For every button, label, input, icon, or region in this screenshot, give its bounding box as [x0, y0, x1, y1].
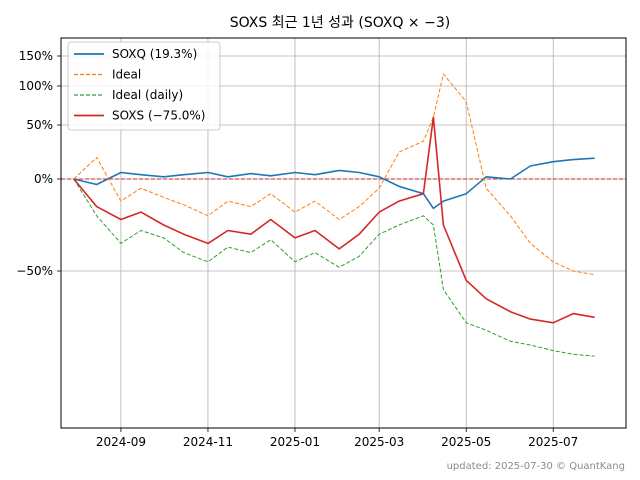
legend-label: Ideal (daily): [112, 88, 183, 102]
series-line-1: [73, 73, 595, 276]
legend-label: SOXQ (19.3%): [112, 47, 197, 61]
chart-title: SOXS 최근 1년 성과 (SOXQ × −3): [230, 15, 450, 31]
y-axis-ticks: 150% 100% 50% 0% −50%: [16, 49, 61, 278]
series-lines: [73, 73, 595, 357]
y-tick-label: 150%: [19, 49, 53, 63]
x-axis-ticks: 2024-09 2024-11 2025-01 2025-03 2025-05 2025-…: [96, 428, 578, 449]
footer-note: updated: 2025-07-30 © QuantKang: [447, 461, 625, 472]
y-tick-label: −50%: [16, 264, 53, 278]
x-tick-label: 2024-11: [183, 435, 233, 449]
y-tick-label: 100%: [19, 79, 53, 93]
legend-label: Ideal: [112, 68, 141, 82]
x-tick-label: 2025-03: [354, 435, 404, 449]
y-tick-label: 50%: [26, 118, 53, 132]
series-line-2: [73, 178, 595, 357]
plot-frame: [60, 37, 627, 429]
legend: SOXQ (19.3%) Ideal Ideal (daily) SOXS (−75.…: [67, 41, 221, 131]
series-line-3: [73, 116, 595, 324]
legend-box: [67, 41, 221, 131]
legend-label: SOXS (−75.0%): [112, 109, 206, 123]
x-tick-label: 2025-07: [528, 435, 578, 449]
x-tick-label: 2025-05: [441, 435, 491, 449]
series-line-0: [73, 157, 595, 210]
x-tick-label: 2025-01: [270, 435, 320, 449]
y-tick-label: 0%: [34, 172, 53, 186]
x-tick-label: 2024-09: [96, 435, 146, 449]
